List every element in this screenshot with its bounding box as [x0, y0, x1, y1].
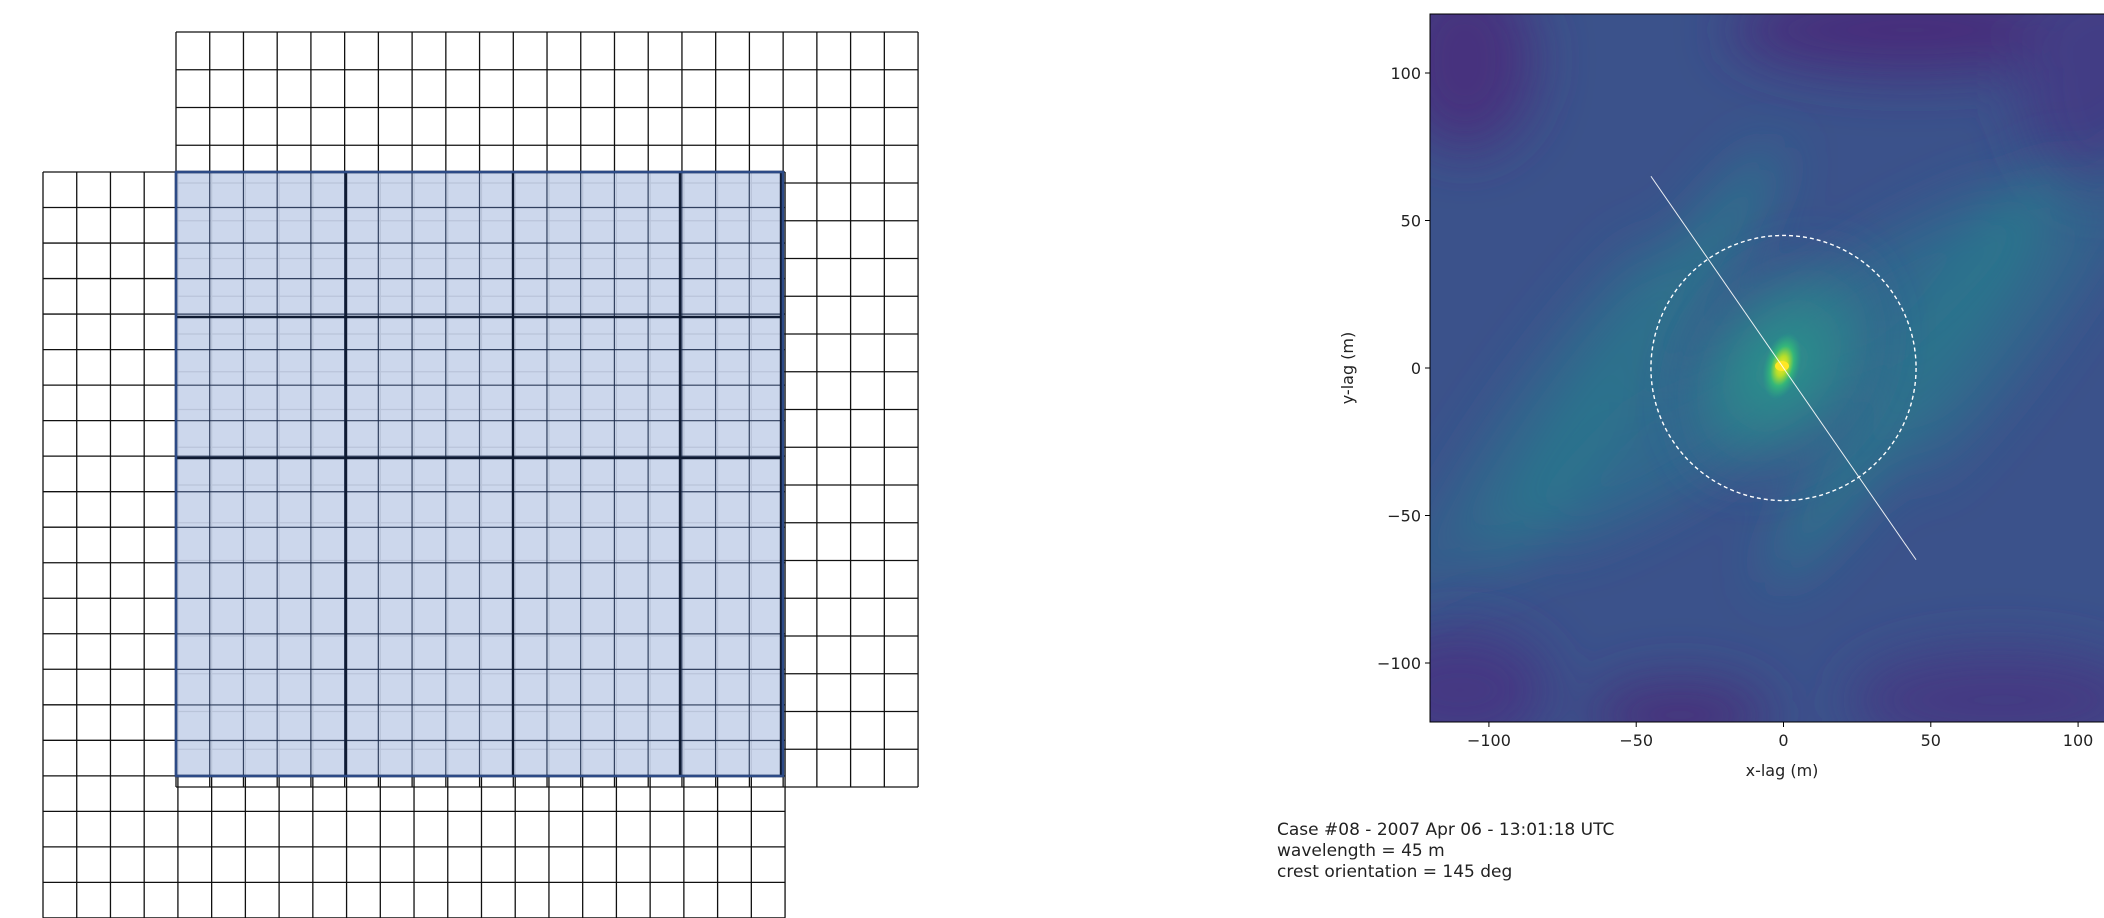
y-axis-label: y-lag (m) — [1338, 332, 1357, 405]
y-tick-label: −50 — [1387, 507, 1421, 526]
overlay-layer — [1650, 175, 1917, 561]
wavelength-circle — [1650, 234, 1917, 502]
x-tick-label: −100 — [1467, 731, 1511, 750]
x-tick-label: −50 — [1619, 731, 1653, 750]
caption: Case #08 - 2007 Apr 06 - 13:01:18 UTC wa… — [1277, 820, 1614, 882]
grid-panel — [42, 31, 919, 918]
shaded-border — [174, 170, 785, 778]
y-tick-label: 50 — [1401, 212, 1421, 231]
x-tick-label: 0 — [1778, 731, 1788, 750]
caption-crest-orientation: crest orientation = 145 deg — [1277, 862, 1512, 882]
heatmap-plot: −100 −50 0 50 100 100 50 0 −50 −100 x-lag (m) y-… — [1338, 13, 2104, 780]
x-tick-label: 100 — [2063, 731, 2094, 750]
shaded-grid — [174, 170, 785, 778]
y-tick-label: 100 — [1390, 64, 1421, 83]
y-tick-label: 0 — [1411, 359, 1421, 378]
caption-case: Case #08 - 2007 Apr 06 - 13:01:18 UTC — [1277, 820, 1614, 840]
x-tick-label: 50 — [1921, 731, 1941, 750]
crest-orientation-line — [1650, 175, 1917, 561]
heatmap-image — [1430, 14, 2104, 722]
x-axis-label: x-lag (m) — [1746, 761, 1819, 780]
y-tick-label: −100 — [1377, 654, 1421, 673]
y-axis-ticks: 100 50 0 −50 −100 — [1377, 64, 1430, 673]
caption-wavelength: wavelength = 45 m — [1277, 841, 1445, 861]
x-axis-ticks: −100 −50 0 50 100 — [1467, 722, 2093, 750]
heatmap-dark-regions — [1430, 14, 2104, 722]
